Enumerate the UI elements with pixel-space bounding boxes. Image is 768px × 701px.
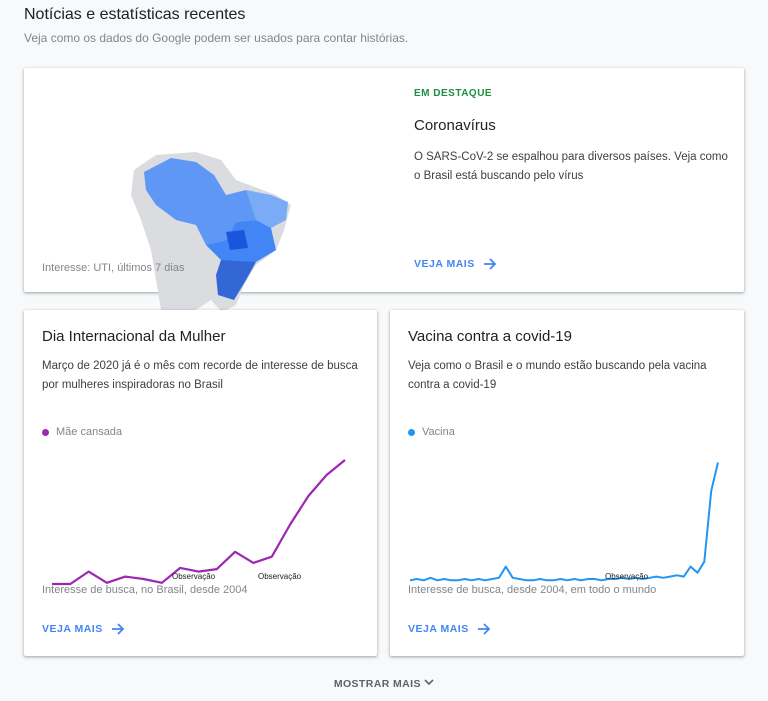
annotation: Observação <box>172 572 216 581</box>
card-title: Dia Internacional da Mulher <box>42 328 226 345</box>
see-more-link[interactable]: VEJA MAIS <box>414 258 497 270</box>
story-card[interactable]: Vacina contra a covid-19 Veja como o Bras… <box>390 310 744 656</box>
link-text: VEJA MAIS <box>42 623 103 635</box>
button-text: MOSTRAR MAIS <box>333 678 421 690</box>
card-text: Veja como o Brasil e o mundo estão busca… <box>408 360 707 391</box>
chart-caption: Interesse de busca, no Brasil, desde 200… <box>42 584 248 596</box>
map <box>131 152 291 312</box>
chevron-icon <box>424 679 434 686</box>
featured-title: Coronavírus <box>414 117 496 134</box>
card-title: Vacina contra a covid-19 <box>408 328 572 345</box>
link-text: VEJA MAIS <box>408 623 469 635</box>
chart-caption: Interesse de busca, desde 2004, em todo … <box>408 584 657 596</box>
region <box>144 158 266 245</box>
show-more-button[interactable]: MOSTRAR MAIS <box>0 678 768 690</box>
map-caption: Interesse: UTI, últimos 7 dias <box>42 262 185 274</box>
legend-dot <box>42 428 49 436</box>
arrow-icon <box>477 623 490 635</box>
region <box>246 190 288 228</box>
see-more-link[interactable]: VEJA MAIS <box>408 623 491 635</box>
arrow <box>477 623 490 635</box>
line <box>409 462 719 582</box>
section-title: Notícias e estatísticas recentes <box>24 6 246 23</box>
featured-text: O SARS-CoV-2 se espalhou para diversos p… <box>414 151 728 182</box>
arrow-icon <box>111 623 124 635</box>
line-chart: Observação <box>409 462 719 582</box>
legend-dot <box>408 428 415 436</box>
region <box>226 230 248 250</box>
section-subtitle: Veja como os dados do Google podem ser u… <box>24 31 409 45</box>
legend: Vacina <box>408 426 455 438</box>
legend-label: Vacina <box>422 426 455 438</box>
arrow-icon <box>483 258 496 270</box>
legend-label: Mãe cansada <box>56 426 123 438</box>
annotation: Observação <box>605 572 649 581</box>
card-text: Março de 2020 já é o mês com recorde de … <box>42 360 358 391</box>
see-more-link[interactable]: VEJA MAIS <box>42 623 125 635</box>
featured-card[interactable]: Interesse: UTI, últimos 7 dias EM DESTAQ… <box>24 68 744 312</box>
link-text: VEJA MAIS <box>414 258 475 270</box>
line-chart: Observação Observação <box>52 459 346 586</box>
featured-tag: EM DESTAQUE <box>414 88 493 99</box>
arrow <box>111 623 124 635</box>
story-card[interactable]: Dia Internacional da Mulher Março de 2020… <box>24 310 377 656</box>
legend: Mãe cansada <box>42 426 122 438</box>
region <box>216 260 256 300</box>
line <box>52 459 346 586</box>
annotation: Observação <box>258 572 302 581</box>
